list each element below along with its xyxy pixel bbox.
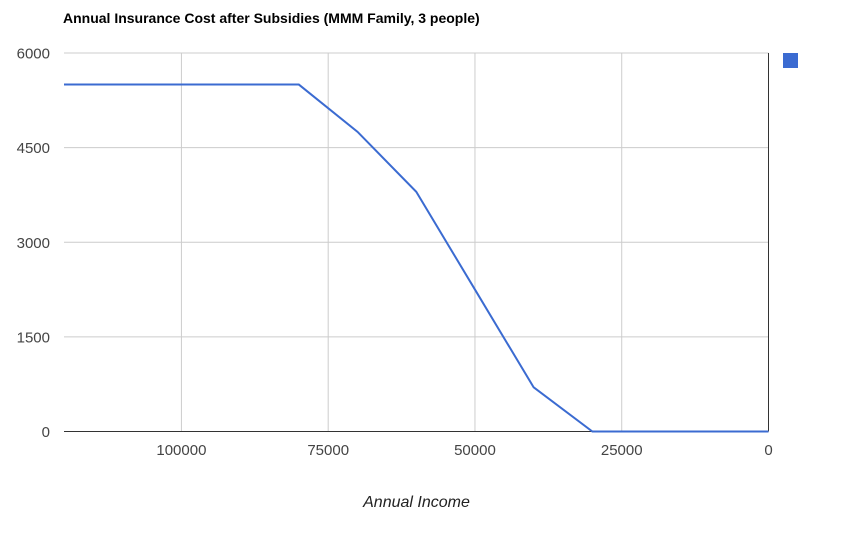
y-tick-label: 6000 xyxy=(17,46,50,63)
y-tick-label: 3000 xyxy=(17,235,50,252)
chart-title: Annual Insurance Cost after Subsidies (M… xyxy=(63,10,480,26)
y-tick-label: 0 xyxy=(42,424,50,441)
series-line xyxy=(64,83,769,433)
legend-swatch xyxy=(783,53,798,68)
y-tick-label: 4500 xyxy=(17,140,50,157)
x-axis-title: Annual Income xyxy=(363,494,470,511)
x-tick-label: 75000 xyxy=(307,442,349,459)
x-tick-label: 25000 xyxy=(601,442,643,459)
y-tick-label: 1500 xyxy=(17,329,50,346)
x-tick-label: 100000 xyxy=(156,442,206,459)
x-tick-label: 0 xyxy=(764,442,772,459)
x-tick-label: 50000 xyxy=(454,442,496,459)
